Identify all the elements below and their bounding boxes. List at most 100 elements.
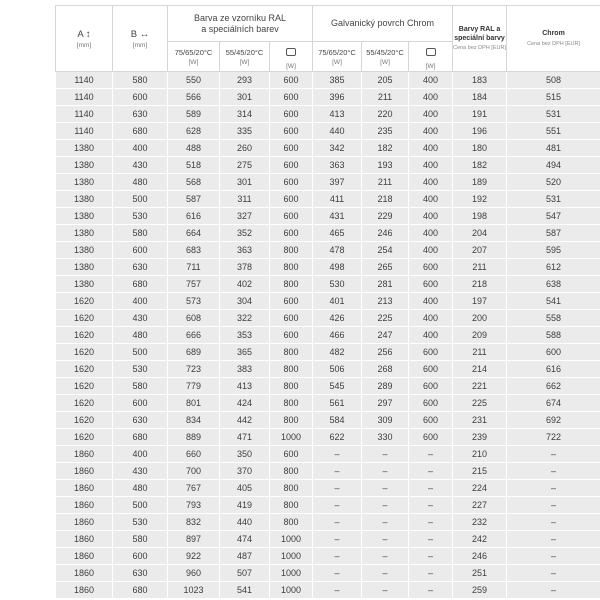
subheader-unit: [W] [380, 58, 390, 66]
cell: 426 [312, 309, 362, 327]
cell: – [361, 530, 409, 548]
cell: 301 [219, 88, 270, 106]
table-row: 1620 530 723 383 800 506 268 600 214 616 [55, 360, 600, 378]
cell: 440 [312, 122, 362, 140]
price-ral-sub: Cena bez DPH [EUR] [453, 45, 506, 51]
cell: – [506, 513, 600, 531]
cell: 612 [506, 258, 600, 276]
cell: 600 [269, 173, 313, 191]
cell: 580 [112, 71, 168, 89]
cell: 335 [219, 122, 270, 140]
cell: 1140 [55, 105, 113, 123]
cell: 589 [167, 105, 220, 123]
cell: 1380 [55, 139, 113, 157]
cell: 600 [506, 343, 600, 361]
cell: 580 [112, 530, 168, 548]
cell: 680 [112, 275, 168, 293]
cell: 531 [506, 190, 600, 208]
subheader-ral-75: 75/65/20°C [W] [167, 41, 220, 72]
cell: 209 [452, 326, 508, 344]
cell: 350 [219, 445, 270, 463]
cell: 1380 [55, 275, 113, 293]
cell: 211 [361, 173, 409, 191]
cell: 600 [407, 411, 454, 429]
cell: 801 [167, 394, 220, 412]
cell: 800 [269, 275, 313, 293]
cell: 191 [452, 105, 508, 123]
cell: 800 [269, 360, 313, 378]
cell: 600 [269, 88, 313, 106]
cell: 530 [112, 360, 168, 378]
cell: 897 [167, 530, 220, 548]
cell: 500 [112, 496, 168, 514]
cell: 1620 [55, 360, 113, 378]
cell: 1860 [55, 530, 113, 548]
cell: 314 [219, 105, 270, 123]
subheader-chrom-electric: [W] [407, 41, 454, 72]
subheader-unit: [W] [239, 58, 250, 66]
cell: 400 [407, 122, 454, 140]
cell: 363 [219, 241, 270, 259]
cell: 1860 [55, 581, 113, 599]
cell: 207 [452, 241, 508, 259]
cell: 396 [312, 88, 362, 106]
cell: – [361, 581, 409, 599]
cell: 400 [407, 292, 454, 310]
cell: 630 [112, 105, 168, 123]
header-col-a: A ↕ [mm] [55, 5, 113, 72]
cell: 800 [269, 479, 313, 497]
cell: 385 [312, 71, 362, 89]
cell: 352 [219, 224, 270, 242]
cell: 180 [452, 139, 508, 157]
subheader-unit: [W] [332, 58, 342, 66]
cell: 400 [407, 190, 454, 208]
cell: 584 [312, 411, 362, 429]
cell: 474 [219, 530, 270, 548]
cell: 289 [361, 377, 409, 395]
cell: 507 [219, 564, 270, 582]
cell: 547 [506, 207, 600, 225]
cell: 304 [219, 292, 270, 310]
cell: 231 [452, 411, 508, 429]
cell: 200 [452, 309, 508, 327]
cell: 1620 [55, 377, 113, 395]
cell: 558 [506, 309, 600, 327]
cell: 465 [312, 224, 362, 242]
cell: 488 [167, 139, 220, 157]
cell: 1620 [55, 326, 113, 344]
cell: 400 [407, 88, 454, 106]
cell: 541 [219, 581, 270, 599]
cell: 218 [452, 275, 508, 293]
cell: 767 [167, 479, 220, 497]
cell: 213 [361, 292, 409, 310]
cell: 1620 [55, 343, 113, 361]
cell: 922 [167, 547, 220, 565]
cell: 573 [167, 292, 220, 310]
cell: 204 [452, 224, 508, 242]
cell: 1023 [167, 581, 220, 599]
cell: – [312, 479, 362, 497]
cell: 500 [112, 343, 168, 361]
cell: 1860 [55, 547, 113, 565]
cell: 711 [167, 258, 220, 276]
cell: 297 [361, 394, 409, 412]
table-row: 1620 480 666 353 600 466 247 400 209 588 [55, 326, 600, 344]
subheader-label: 75/65/20°C [318, 47, 356, 57]
cell: 480 [112, 326, 168, 344]
cell: 1380 [55, 224, 113, 242]
cell: 1380 [55, 156, 113, 174]
price-chrom-sub: Cena bez DPH [EUR] [527, 40, 580, 47]
cell: 211 [452, 258, 508, 276]
cell: 588 [506, 326, 600, 344]
cell: 440 [219, 513, 270, 531]
cell: – [407, 496, 454, 514]
cell: 541 [506, 292, 600, 310]
table-row: 1620 600 801 424 800 561 297 600 225 674 [55, 394, 600, 412]
table-row: 1860 630 960 507 1000– – –251– [55, 564, 600, 582]
cell: 515 [506, 88, 600, 106]
table-row: 1620 500 689 365 800 482 256 600 211 600 [55, 343, 600, 361]
cell: 600 [269, 122, 313, 140]
cell: 424 [219, 394, 270, 412]
cell: 566 [167, 88, 220, 106]
group-ral-line1: Barva ze vzorníku RAL [193, 12, 287, 23]
